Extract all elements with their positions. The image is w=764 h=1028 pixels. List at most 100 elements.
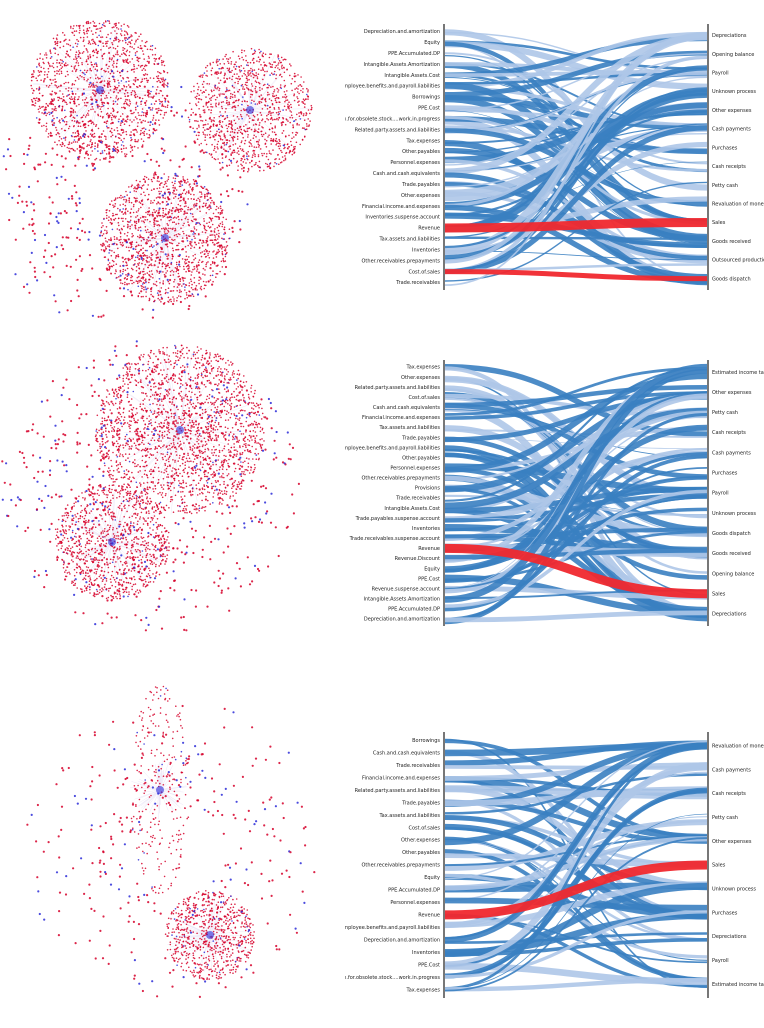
left-node-label: Employee.benefits.and.payroll.liabilitie… xyxy=(345,925,440,931)
right-node-label: Cash payments xyxy=(712,450,751,456)
left-node-label: Equity xyxy=(424,566,440,572)
left-node-label: Employee.benefits.and.payroll.liabilitie… xyxy=(345,84,440,90)
right-node-label: Payroll xyxy=(712,491,729,497)
right-node-label: Cash receipts xyxy=(712,430,746,436)
left-node-label: Provision.for.obsolete.stock....work.in.… xyxy=(345,975,440,981)
left-node-label: Trade.receivables xyxy=(395,280,440,286)
right-node-label: Cash payments xyxy=(712,127,751,133)
left-node-label: Inventories xyxy=(412,247,440,253)
right-node-label: Cash receipts xyxy=(712,791,746,797)
network-graph-2 xyxy=(0,335,345,645)
right-node-label: Petty cash xyxy=(712,410,738,416)
right-node-label: Unknown process xyxy=(712,511,756,517)
right-node-label: Unknown process xyxy=(712,887,756,893)
right-node-label: Revaluation of monetary a xyxy=(712,201,764,207)
left-node-label: Other.expenses xyxy=(401,193,440,199)
left-node-label: PPE.Accumulated.DP xyxy=(388,888,440,894)
right-node-label: Unknown process xyxy=(712,89,756,95)
right-node-label: Payroll xyxy=(712,70,729,76)
right-node-label: Cash payments xyxy=(712,767,751,773)
left-node-label: Related.party.assets.and.liabilities xyxy=(355,385,441,391)
left-node-label: Other.receivables.prepayments xyxy=(362,476,441,482)
right-node-label: Purchases xyxy=(712,471,738,477)
right-node-label: Petty cash xyxy=(712,815,738,821)
sankey-diagram-2: Tax.expenses Other.expenses Related.party.… xyxy=(345,358,764,628)
network-canvas xyxy=(0,0,345,320)
left-node-label: Cost.of.sales xyxy=(409,269,441,275)
left-node-label: Employee.benefits.and.payroll.liabilitie… xyxy=(345,445,440,451)
right-node-label: Petty cash xyxy=(712,183,738,189)
left-node-label: Other.expenses xyxy=(401,838,440,844)
left-node-label: PPE.Accumulated.DP xyxy=(388,607,440,613)
left-node-label: Financial.income.and.expenses xyxy=(362,775,440,781)
left-node-label: Other.receivables.prepayments xyxy=(362,863,441,869)
left-node-label: Cash.and.cash.equivalents xyxy=(373,171,441,177)
left-node-label: Cost.of.sales xyxy=(409,395,441,401)
left-node-label: Equity xyxy=(424,875,440,881)
left-node-label: Provision.for.obsolete.stock....work.in.… xyxy=(345,116,440,122)
left-node-label: Other.payables xyxy=(402,149,440,155)
left-node-label: Trade.payables xyxy=(401,435,440,441)
right-node-label: Goods received xyxy=(712,239,751,245)
right-node-label: Opening balance xyxy=(712,571,754,577)
right-node-label: Sales xyxy=(712,220,726,226)
right-node-label: Purchases xyxy=(712,910,738,916)
right-node-label: Sales xyxy=(712,591,726,597)
left-node-label: Other.payables xyxy=(402,850,440,856)
left-node-label: Trade.payables xyxy=(401,800,440,806)
right-node-label: Depreciations xyxy=(712,612,747,618)
right-node-label: Other expenses xyxy=(712,390,752,396)
right-axis-bar xyxy=(707,360,709,626)
right-node-label: Goods dispatch xyxy=(712,276,751,282)
left-node-label: Provisions xyxy=(415,486,441,492)
left-node-label: Cash.and.cash.equivalents xyxy=(373,405,441,411)
left-node-label: PPE.Cost xyxy=(418,576,440,582)
right-node-label: Depreciations xyxy=(712,934,747,940)
left-node-label: PPE.Cost xyxy=(418,963,440,969)
sankey-canvas: Tax.expenses Other.expenses Related.party.… xyxy=(345,358,764,628)
left-node-label: Financial.income.and.expenses xyxy=(362,204,440,210)
left-node-label: Intangible.Assets.Amortization xyxy=(363,62,440,68)
right-node-label: Opening balance xyxy=(712,52,754,58)
highlighted-flow xyxy=(445,223,707,228)
left-node-label: Depreciation.and.amortization xyxy=(364,938,440,944)
left-node-label: Other.expenses xyxy=(401,375,440,381)
left-node-label: Trade.payables xyxy=(401,182,440,188)
left-node-label: Revenue xyxy=(418,913,440,919)
left-node-label: Trade.receivables.suspense.account xyxy=(349,536,440,542)
left-node-label: Tax.expenses xyxy=(406,138,441,144)
left-axis-bar xyxy=(443,24,445,290)
left-node-label: Personnel.expenses xyxy=(390,466,440,472)
left-node-label: Trade.payables.suspense.account xyxy=(355,516,440,522)
left-node-label: Intangible.Assets.Amortization xyxy=(363,597,440,603)
left-node-label: Related.party.assets.and.liabilities xyxy=(355,788,441,794)
left-node-label: Trade.receivables xyxy=(395,496,440,502)
left-node-label: Revenue.suspense.account xyxy=(372,586,440,592)
sankey-canvas: BorrowingsCash.and.cash.equivalentsTrade… xyxy=(345,730,764,1000)
right-node-label: Goods received xyxy=(712,551,751,557)
left-node-label: Tax.expenses xyxy=(406,365,441,371)
right-axis-bar xyxy=(707,732,709,998)
left-node-label: Personnel.expenses xyxy=(390,900,440,906)
right-node-label: Purchases xyxy=(712,145,738,151)
left-node-label: Borrowings xyxy=(412,95,440,101)
right-node-label: Estimated income tax xyxy=(712,370,764,376)
left-node-label: Inventories xyxy=(412,526,440,532)
left-node-label: Revenue xyxy=(418,226,440,232)
right-node-label: Sales xyxy=(712,863,726,869)
right-node-label: Depreciations xyxy=(712,33,747,39)
left-node-label: Tax.assets.and.liabilities xyxy=(378,425,440,431)
left-node-label: Tax.assets.and.liabilities xyxy=(378,813,440,819)
right-axis-bar xyxy=(707,24,709,290)
network-graph-3 xyxy=(0,650,345,1024)
left-node-label: Financial.income.and.expenses xyxy=(362,415,440,421)
left-node-label: Other.receivables.prepayments xyxy=(362,258,441,264)
left-node-label: Tax.assets.and.liabilities xyxy=(378,237,440,243)
right-node-label: Other expenses xyxy=(712,108,752,114)
left-node-label: PPE.Accumulated.DP xyxy=(388,51,440,57)
left-node-label: Intangible.Assets.Cost xyxy=(384,506,440,512)
left-node-label: Trade.receivables xyxy=(395,763,440,769)
left-node-label: Tax.expenses xyxy=(406,987,441,993)
